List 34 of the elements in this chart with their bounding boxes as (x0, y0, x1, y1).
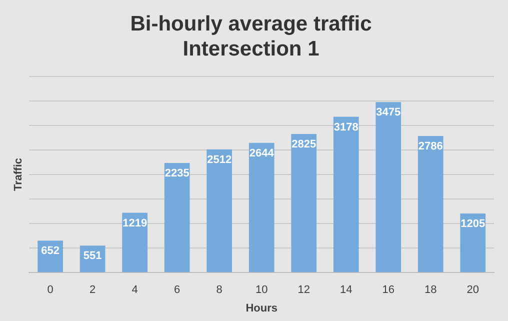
bar (376, 102, 402, 272)
x-tick-label: 14 (340, 284, 352, 296)
x-tick-label: 10 (255, 284, 268, 296)
data-label: 551 (83, 250, 102, 262)
data-label: 2512 (207, 154, 232, 166)
bar (333, 116, 359, 272)
x-tick-label: 2 (90, 284, 96, 296)
x-tick-label: 16 (382, 284, 394, 296)
x-tick-label: 12 (298, 284, 310, 296)
x-tick-label: 20 (466, 284, 479, 296)
chart-title: Bi-hourly average traffic Intersection 1 (130, 12, 372, 61)
data-label: 1219 (122, 217, 148, 230)
data-label: 1205 (460, 218, 486, 230)
x-tick-label: 6 (174, 284, 180, 296)
x-axis-title: Hours (246, 302, 278, 314)
x-tick-label: 18 (424, 284, 437, 296)
y-axis-title: Traffic (12, 158, 25, 192)
data-label: 652 (41, 245, 60, 258)
bar (206, 149, 232, 272)
x-tick-label: 8 (216, 284, 222, 296)
bar (122, 212, 148, 272)
data-label: 2235 (164, 168, 190, 180)
data-label: 3178 (334, 121, 358, 134)
x-tick-label: 0 (47, 284, 54, 296)
bar (291, 134, 317, 272)
bar (248, 142, 274, 272)
bar (164, 162, 190, 272)
bar (418, 136, 444, 272)
data-label: 2825 (292, 138, 316, 151)
data-label: 3475 (376, 106, 401, 119)
data-label: 2644 (249, 147, 275, 160)
data-label: 2786 (418, 140, 443, 152)
x-tick-label: 4 (132, 284, 138, 296)
bar (460, 213, 486, 272)
